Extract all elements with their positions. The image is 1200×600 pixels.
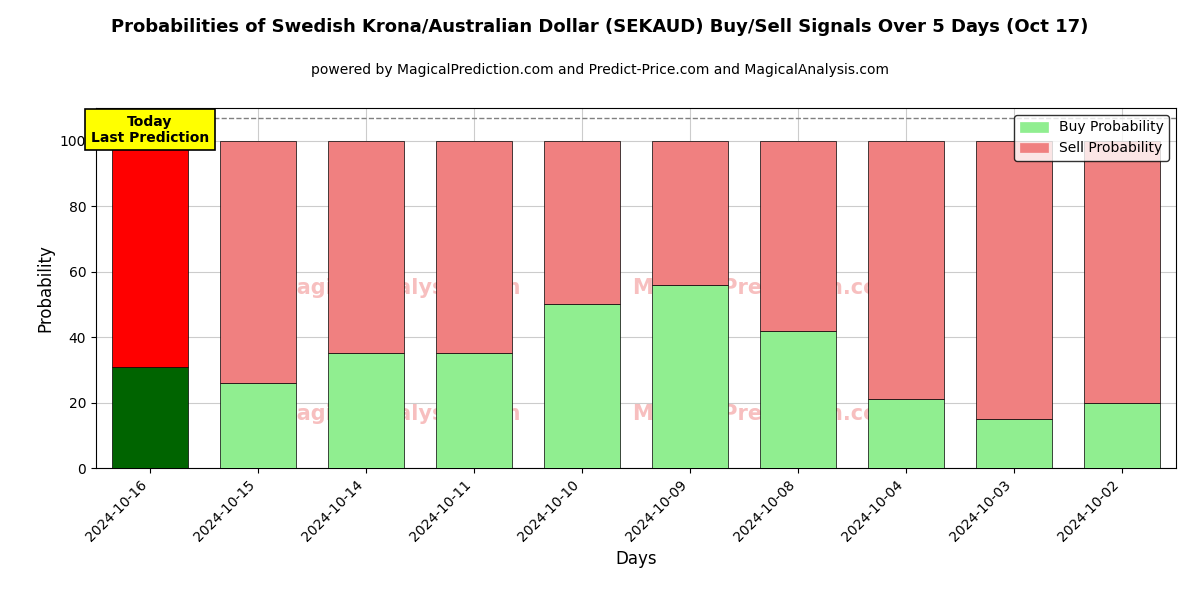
Text: powered by MagicalPrediction.com and Predict-Price.com and MagicalAnalysis.com: powered by MagicalPrediction.com and Pre…: [311, 63, 889, 77]
Bar: [1085, 403, 1159, 468]
Bar: [977, 141, 1051, 419]
Bar: [869, 399, 944, 468]
Text: Today
Last Prediction: Today Last Prediction: [91, 115, 209, 145]
Bar: [761, 331, 836, 468]
Text: MagicalAnalysis.com: MagicalAnalysis.com: [276, 278, 521, 298]
Bar: [221, 141, 296, 383]
Text: Probabilities of Swedish Krona/Australian Dollar (SEKAUD) Buy/Sell Signals Over : Probabilities of Swedish Krona/Australia…: [112, 18, 1088, 36]
Bar: [653, 141, 728, 285]
Bar: [653, 285, 728, 468]
Legend: Buy Probability, Sell Probability: Buy Probability, Sell Probability: [1014, 115, 1169, 161]
Bar: [221, 383, 296, 468]
Text: MagicalPrediction.com: MagicalPrediction.com: [632, 404, 899, 424]
Bar: [329, 141, 403, 353]
Bar: [977, 419, 1051, 468]
Bar: [545, 141, 619, 304]
Bar: [437, 141, 511, 353]
Bar: [113, 367, 188, 468]
Text: MagicalAnalysis.com: MagicalAnalysis.com: [276, 404, 521, 424]
X-axis label: Days: Days: [616, 550, 656, 568]
Bar: [545, 304, 619, 468]
Bar: [329, 353, 403, 468]
Bar: [437, 353, 511, 468]
Bar: [1085, 141, 1159, 403]
Bar: [761, 141, 836, 331]
Text: MagicalPrediction.com: MagicalPrediction.com: [632, 278, 899, 298]
Bar: [113, 141, 188, 367]
Bar: [869, 141, 944, 399]
Y-axis label: Probability: Probability: [36, 244, 54, 332]
